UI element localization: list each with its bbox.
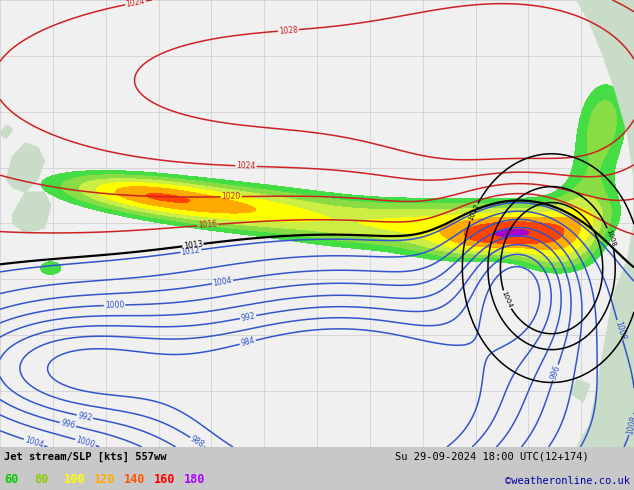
Text: 80W: 80W [579,451,592,456]
Text: 160: 160 [93,451,103,456]
Text: ©weatheronline.co.uk: ©weatheronline.co.uk [505,476,630,486]
Text: 1024: 1024 [126,0,146,9]
Text: 120: 120 [94,473,115,486]
Text: 992: 992 [240,311,256,323]
Polygon shape [571,380,590,402]
Text: Su 29-09-2024 18:00 UTC(12+174): Su 29-09-2024 18:00 UTC(12+174) [395,452,589,462]
Text: 1000: 1000 [105,300,124,310]
Text: 1008: 1008 [613,320,627,341]
Text: 1016: 1016 [198,220,217,230]
Text: 160W: 160W [187,451,203,456]
Text: 180: 180 [184,473,205,486]
Text: 100W: 100W [480,451,496,456]
Text: 984: 984 [240,336,256,348]
Polygon shape [13,192,51,232]
Text: 90W: 90W [530,451,543,456]
Text: 130W: 130W [333,451,349,456]
Text: 150W: 150W [236,451,252,456]
Text: Jet stream/SLP [kts] 557ww: Jet stream/SLP [kts] 557ww [4,452,167,462]
Text: 992: 992 [77,411,93,422]
Text: 1004: 1004 [212,276,233,288]
Text: 120W: 120W [382,451,398,456]
Text: 988: 988 [189,434,205,450]
Text: 160: 160 [154,473,176,486]
Text: 1000: 1000 [75,435,96,449]
Text: 170E: 170E [42,451,56,456]
Text: 140W: 140W [285,451,301,456]
Text: 1012: 1012 [467,203,480,221]
Text: 110W: 110W [431,451,447,456]
Text: 140: 140 [124,473,145,486]
Text: 100: 100 [64,473,86,486]
Text: 1004: 1004 [23,435,44,450]
Text: 180: 180 [0,451,5,456]
Text: 1013: 1013 [183,240,203,251]
Text: 170W: 170W [138,451,154,456]
Polygon shape [577,0,634,447]
Polygon shape [6,143,44,192]
Text: 1008: 1008 [625,415,634,435]
Text: 1024: 1024 [236,161,256,171]
Text: 1028: 1028 [278,25,298,36]
Text: 1004: 1004 [500,291,513,309]
Text: 996: 996 [60,418,76,431]
Text: 70W: 70W [628,451,634,456]
Text: 60: 60 [4,473,18,486]
Text: 1020: 1020 [221,192,241,201]
Text: 80: 80 [34,473,48,486]
Text: 1012: 1012 [181,245,201,257]
Text: 996: 996 [549,364,562,381]
Text: 1008: 1008 [605,228,616,247]
Polygon shape [0,125,13,139]
